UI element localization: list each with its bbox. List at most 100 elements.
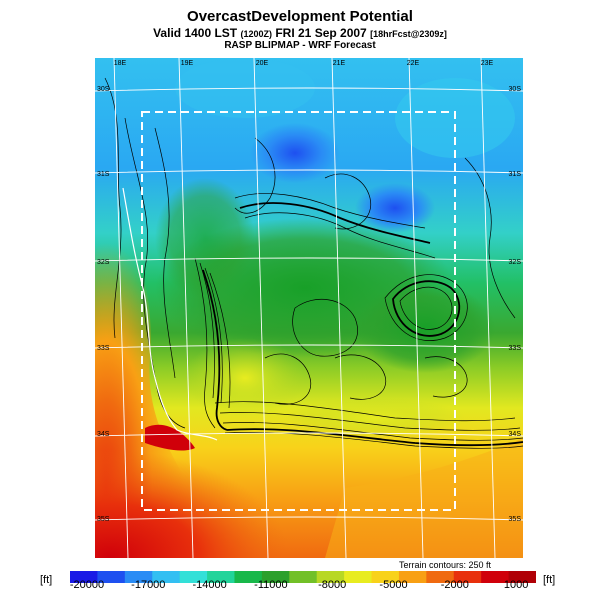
- subtitle: RASP BLIPMAP - WRF Forecast: [224, 40, 376, 51]
- lat-label-left: 35S: [97, 516, 110, 523]
- terrain-contours-bold: [202, 202, 523, 447]
- contour-line: [199, 262, 215, 399]
- lat-label-right: 33S: [509, 345, 522, 352]
- contour-line: [384, 274, 468, 341]
- forecast-info: [18hrFcst@2309z]: [370, 29, 447, 39]
- map-tick-labels: 18E19E20E21E22E23E18E19E20E21E30S31S32S3…: [97, 60, 522, 523]
- parallel-line: [95, 257, 523, 262]
- contour-line: [244, 212, 436, 259]
- colorbar-swatch: [152, 571, 181, 583]
- field-yellow-south: [285, 398, 465, 438]
- colorbar-swatch: [371, 571, 400, 583]
- colorbar-tick-label: -2000: [440, 579, 469, 591]
- inner-domain-boundary: [141, 111, 456, 511]
- colorbar-swatch: [398, 571, 427, 583]
- lat-label-right: 30S: [509, 86, 522, 93]
- contour-line: [234, 193, 426, 229]
- colorbar-swatch: [344, 571, 373, 583]
- lon-label-top: 20E: [256, 60, 269, 67]
- valid-time: Valid 1400 LST (1200Z) FRI 21 Sep 2007 […: [0, 26, 600, 40]
- meridian-line: [178, 58, 194, 558]
- contour-line: [464, 157, 516, 319]
- contour-line: [264, 353, 312, 405]
- colorbar-swatch: [508, 571, 536, 583]
- colorbar-swatch: [124, 571, 153, 583]
- field-green-east: [355, 283, 495, 373]
- colorbar-swatch: [481, 571, 510, 583]
- lat-label-left: 30S: [97, 86, 110, 93]
- lon-label-top: 22E: [407, 60, 420, 67]
- lat-lon-grid: [95, 58, 523, 558]
- lat-label-left: 31S: [97, 171, 110, 178]
- terrain-contour-note: Terrain contours: 250 ft: [399, 560, 492, 570]
- coastline: [122, 187, 218, 441]
- field-red-coast: [145, 424, 195, 451]
- colorbar-swatch: [261, 571, 290, 583]
- meridian-line: [408, 58, 424, 558]
- contour-line: [334, 354, 387, 400]
- colorbar-swatch: [97, 571, 126, 583]
- forecast-map: 18E19E20E21E22E23E18E19E20E21E30S31S32S3…: [95, 58, 523, 558]
- lat-label-left: 32S: [97, 259, 110, 266]
- contour-line: [204, 267, 223, 404]
- contour-line: [222, 422, 523, 441]
- contour-line: [234, 137, 276, 214]
- colorbar-swatch: [289, 571, 318, 583]
- lat-label-left: 33S: [97, 345, 110, 352]
- lat-label-right: 35S: [509, 516, 522, 523]
- field-yellow-valley: [185, 338, 305, 418]
- contour-line-bold: [239, 202, 431, 244]
- valid-utc: (1200Z): [240, 29, 272, 39]
- colorbar-swatch: [426, 571, 455, 583]
- contour-line: [104, 77, 122, 339]
- colorbar: [70, 571, 536, 583]
- contour-line: [424, 356, 468, 398]
- colorbar-tick-label: -5000: [379, 579, 408, 591]
- colorbar-tick-label: -17000: [131, 579, 166, 591]
- colorbar-swatch: [234, 571, 263, 583]
- lon-label-top: 19E: [181, 60, 194, 67]
- valid-prefix: Valid 1400 LST: [153, 26, 238, 40]
- lat-label-right: 34S: [509, 431, 522, 438]
- contour-line-bold: [202, 269, 228, 431]
- contour-line: [214, 401, 516, 422]
- colorbar-swatch: [207, 571, 235, 583]
- colorbar-tick-label: -20000: [69, 579, 105, 591]
- parallel-line: [95, 516, 523, 521]
- contour-line: [292, 299, 358, 357]
- field-blue-east: [355, 183, 435, 233]
- contour-line: [194, 257, 216, 429]
- meridian-line: [331, 58, 347, 558]
- contour-line: [219, 412, 521, 431]
- field-green-west: [155, 178, 255, 298]
- colorbar-tick-label: -11000: [254, 579, 288, 591]
- colorbar-swatch: [453, 571, 482, 583]
- lat-label-right: 31S: [509, 171, 522, 178]
- field-southeast: [325, 438, 523, 558]
- contour-line: [399, 286, 453, 330]
- lat-label-left: 34S: [97, 431, 110, 438]
- colorbar-swatch: [316, 571, 345, 583]
- valid-date: FRI 21 Sep 2007: [275, 26, 367, 40]
- colorbar-swatch: [70, 571, 98, 583]
- colorbar-tick-label: -8000: [318, 579, 347, 591]
- colorbar-tick-label: 1000: [503, 579, 529, 591]
- colorbar-tick-label: -14000: [192, 579, 227, 591]
- contour-line: [209, 272, 231, 409]
- contour-line-bold: [392, 280, 461, 337]
- lat-label-right: 32S: [509, 259, 522, 266]
- colorbar-swatch: [179, 571, 208, 583]
- meridian-line: [480, 58, 496, 558]
- parallel-line: [95, 344, 523, 349]
- field-blue-center: [250, 123, 340, 183]
- lon-label-top: 23E: [481, 60, 494, 67]
- contour-line: [154, 127, 176, 379]
- colorbar-unit-left: [ft]: [40, 574, 53, 586]
- parallel-line: [95, 87, 523, 92]
- contour-line: [124, 117, 186, 429]
- contour-line-bold: [226, 428, 523, 447]
- lon-label-top: 21E: [333, 60, 346, 67]
- contour-line: [324, 173, 372, 230]
- chart-title: OvercastDevelopment Potential: [187, 8, 413, 25]
- lon-label-top: 18E: [114, 60, 127, 67]
